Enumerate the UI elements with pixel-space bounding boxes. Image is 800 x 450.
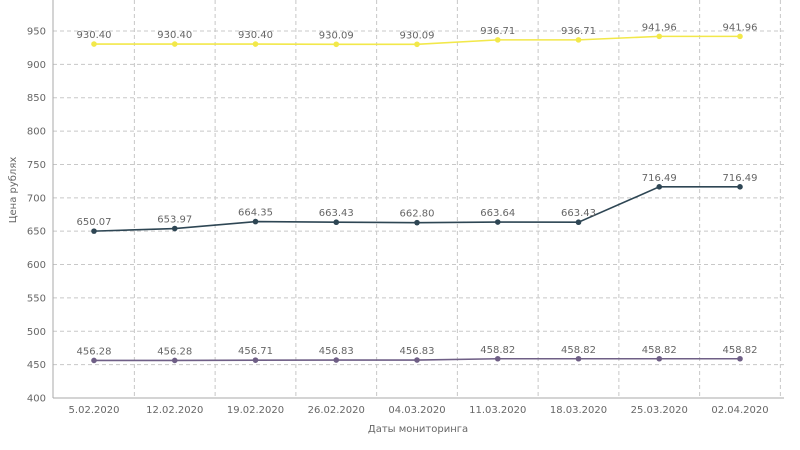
data-point[interactable]	[414, 357, 420, 363]
data-label: 663.43	[319, 208, 354, 219]
y-tick-label: 550	[27, 293, 46, 304]
y-tick-label: 950	[27, 27, 46, 38]
data-label: 458.82	[723, 345, 758, 356]
data-point[interactable]	[494, 219, 501, 225]
data-point[interactable]	[575, 37, 582, 43]
data-label: 650.07	[77, 217, 112, 228]
x-tick-label: 26.02.2020	[308, 405, 365, 416]
data-label: 664.35	[238, 208, 273, 219]
y-tick-label: 600	[27, 260, 46, 271]
data-point[interactable]	[656, 33, 663, 40]
x-tick-label: 11.03.2020	[469, 405, 526, 416]
data-label: 456.28	[157, 346, 192, 357]
data-label: 456.83	[400, 346, 435, 357]
data-point[interactable]	[575, 219, 582, 226]
data-label: 456.28	[77, 346, 112, 357]
data-label: 458.82	[480, 345, 515, 356]
data-point[interactable]	[414, 41, 420, 48]
data-point[interactable]	[414, 219, 420, 226]
data-point[interactable]	[333, 41, 340, 48]
data-label: 653.97	[157, 215, 192, 226]
x-tick-label: 02.04.2020	[711, 405, 768, 416]
x-tick-label: 19.02.2020	[227, 405, 284, 416]
data-label: 936.71	[561, 26, 596, 37]
y-tick-label: 700	[27, 193, 46, 204]
data-label: 456.83	[319, 346, 354, 357]
grid-lines	[53, 0, 784, 398]
data-point[interactable]	[737, 355, 743, 362]
data-point[interactable]	[656, 184, 663, 190]
data-label: 930.09	[319, 30, 354, 41]
y-tick-label: 650	[27, 227, 46, 238]
y-tick-label: 400	[27, 394, 46, 405]
data-point[interactable]	[252, 357, 259, 363]
x-axis-title: Даты мониторинга	[368, 424, 468, 435]
data-label: 456.71	[238, 346, 273, 357]
series-layer	[91, 33, 743, 364]
data-label: 936.71	[480, 26, 515, 37]
data-point[interactable]	[91, 357, 97, 364]
data-point[interactable]	[91, 228, 97, 234]
y-tick-label: 800	[27, 127, 46, 138]
data-point[interactable]	[656, 355, 663, 362]
data-label: 930.40	[238, 30, 273, 41]
data-point[interactable]	[737, 184, 743, 190]
x-tick-label: 5.02.2020	[69, 405, 120, 416]
y-tick-label: 900	[27, 60, 46, 71]
data-label: 716.49	[642, 173, 677, 184]
data-label: 663.43	[561, 208, 596, 219]
data-label: 941.96	[642, 22, 677, 33]
y-tick-label: 500	[27, 327, 46, 338]
data-point[interactable]	[333, 357, 340, 363]
data-label: 716.49	[723, 173, 758, 184]
data-point[interactable]	[252, 41, 259, 47]
data-label: 930.40	[157, 30, 192, 41]
x-tick-label: 12.02.2020	[146, 405, 203, 416]
data-label: 930.09	[400, 30, 435, 41]
data-labels: 930.40 930.40 930.40 930.09 930.09 936.71 936.…	[77, 22, 758, 357]
data-label: 663.64	[480, 208, 515, 219]
data-point[interactable]	[333, 219, 340, 226]
data-label: 930.40	[77, 30, 112, 41]
data-point[interactable]	[171, 41, 178, 47]
data-label: 941.96	[723, 22, 758, 33]
y-tick-label: 450	[27, 360, 46, 371]
x-tick-label: 04.03.2020	[388, 405, 445, 416]
x-tick-label: 18.03.2020	[550, 405, 607, 416]
data-label: 458.82	[642, 345, 677, 356]
y-tick-label: 750	[27, 160, 46, 171]
x-tick-label: 25.03.2020	[631, 405, 688, 416]
data-point[interactable]	[171, 225, 178, 232]
data-point[interactable]	[171, 357, 178, 364]
data-label: 458.82	[561, 345, 596, 356]
data-label: 662.80	[400, 209, 435, 220]
data-point[interactable]	[252, 218, 259, 225]
axes: 400 450 500 550 600 650 700 750 800 850 900 950 5.02…	[27, 0, 784, 416]
data-point[interactable]	[575, 355, 582, 362]
data-point[interactable]	[737, 33, 743, 40]
y-tick-label: 850	[27, 93, 46, 104]
data-point[interactable]	[91, 41, 97, 47]
y-axis-title: Цена рублях	[8, 157, 19, 224]
data-point[interactable]	[494, 355, 501, 362]
data-point[interactable]	[494, 37, 501, 43]
